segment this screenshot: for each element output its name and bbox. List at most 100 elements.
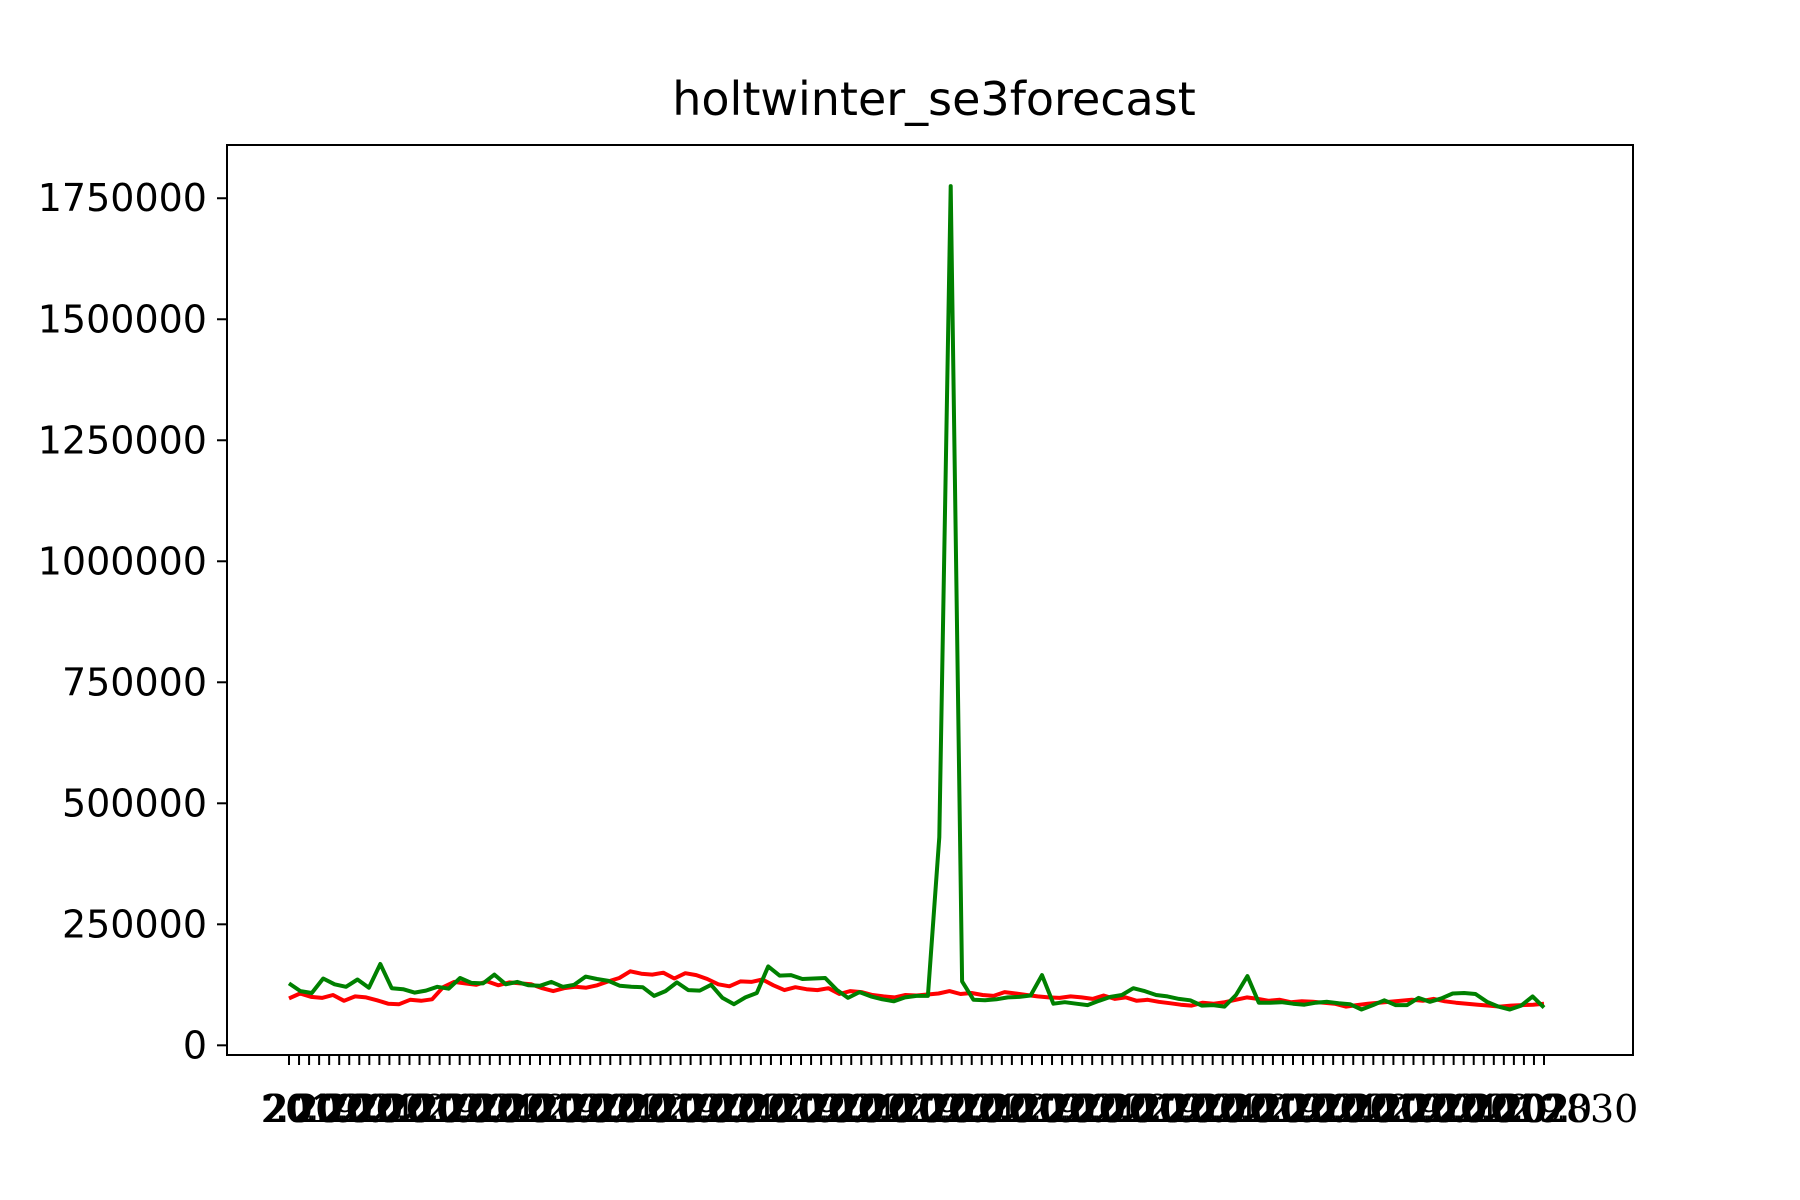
x-tick-label: 20 [988,1087,1036,1131]
x-tick-label: 20 [1018,1087,1066,1131]
y-tick-label: 750000 [62,660,207,704]
y-tick-label: 250000 [62,902,207,946]
x-tick-label: 2021 [441,1087,538,1131]
x-tick-label: 201 [986,1087,1059,1131]
x-tick-label: 202 [323,1087,396,1131]
x-tick-label: 20 [1259,1087,1307,1131]
x-tick-label: 202 [1076,1087,1149,1131]
x-tick-label: 2020 [532,1087,629,1131]
x-tick-label: 20 [566,1087,614,1131]
x-tick-label: 2021 [321,1087,418,1131]
x-tick-label: 20 [927,1087,975,1131]
x-tick-label: 20 [1319,1087,1367,1131]
x-tick-label: 202 [925,1087,998,1131]
x-tick-label: 20 [687,1087,735,1131]
x-tick-label: 2830 [1542,1087,1639,1131]
x-tick-label: 202 [474,1087,547,1131]
x-tick-label: 2021 [1285,1087,1382,1131]
y-tick-label: 500000 [62,781,207,825]
x-tick-label: 20 [385,1087,433,1131]
x-tick-label: 202 [413,1087,486,1131]
x-tick-label: 20 [1199,1087,1247,1131]
x-tick-label: 20 [1229,1087,1277,1131]
x-tick-label: 2020 [1255,1087,1352,1131]
x-tick-label: 2019 [502,1087,599,1131]
x-tick-label: 202 [1196,1087,1269,1131]
x-tick-label: 202 [1377,1087,1450,1131]
x-tick-label: 2019 [863,1087,960,1131]
x-tick-label: 2019 [1104,1087,1201,1131]
x-tick-labels: 2020120192020220202020220212020220222020… [261,1087,1639,1131]
x-tick-label: 2022 [1194,1087,1291,1131]
x-tick-label: 202 [1287,1087,1360,1131]
x-tick-label: 202 [1437,1087,1510,1131]
x-tick-label: 20 [295,1087,343,1131]
x-tick-label: 202 [775,1087,848,1131]
x-tick-label: 2022 [1315,1087,1412,1131]
x-tick-label: 2019 [1345,1087,1442,1131]
x-tick-label: 202 [534,1087,607,1131]
x-tick-label: 20 [626,1087,674,1131]
y-tick-label: 1250000 [38,418,207,462]
x-tick-label: 20 [958,1087,1006,1131]
x-tick-label: 2021 [1405,1087,1502,1131]
x-tick-label: 202 [835,1087,908,1131]
x-tick-label: 20 [777,1087,825,1131]
x-tick-label: 20 [325,1087,373,1131]
x-tick-label: 20 [355,1087,403,1131]
x-tick-label: 20 [1078,1087,1126,1131]
x-tick-label: 201 [745,1087,818,1131]
x-tick-label: 202 [715,1087,788,1131]
y-tick-label: 1500000 [38,297,207,341]
x-tick-label: 2020 [1496,1087,1593,1131]
x-tick-label: 20 [1409,1087,1457,1131]
x-tick-label: 201 [624,1087,697,1131]
x-tick-label: 2021 [803,1087,900,1131]
x-tick-label: 2019 [1466,1087,1563,1131]
x-tick-label: 2020 [411,1087,508,1131]
x-tick-label: 2020 [1134,1087,1231,1131]
x-tick-label: 2022 [1435,1087,1532,1131]
x-tick-label: 20 [1108,1087,1156,1131]
x-tick-label: 2020 [1014,1087,1111,1131]
x-tick-label: 202 [805,1087,878,1131]
x-tick-label: 20 [596,1087,644,1131]
x-tick-label: 2019 [381,1087,478,1131]
x-tick-label: 2021 [1044,1087,1141,1131]
y-tick-label: 1750000 [38,176,207,220]
x-tick-label: 20 [265,1087,313,1131]
x-tick-label: 201 [1106,1087,1179,1131]
x-tick-label: 20 [1379,1087,1427,1131]
x-tick-label: 2022 [953,1087,1050,1131]
x-tick-label: 201 [1347,1087,1420,1131]
x-tick-label: 2019 [261,1087,358,1131]
x-tick-label: 201 [504,1087,577,1131]
x-tick-label: 20 [1470,1087,1518,1131]
x-tick-label: 202 [1136,1087,1209,1131]
x-tick-label: 2022 [1074,1087,1171,1131]
x-tick-label: 2022 [833,1087,930,1131]
x-tick-label: 2021 [682,1087,779,1131]
series-line-green [287,184,1546,1012]
series-layer [287,184,1546,1012]
x-tick-label: 20 [1289,1087,1337,1131]
plot-frame [226,144,1634,1056]
x-tick-label: 202 [1016,1087,1089,1131]
x-tick-label: 20 [747,1087,795,1131]
x-tick-label: 2022 [472,1087,569,1131]
chart-title: holtwinter_se3forecast [672,72,1195,126]
x-tick-label: 202 [1166,1087,1239,1131]
x-tick-label: 2020 [652,1087,749,1131]
x-tick-label: 2022 [351,1087,448,1131]
x-tick-label: 202 [895,1087,968,1131]
x-tick-label: 20 [1168,1087,1216,1131]
x-tick-label: 20 [807,1087,855,1131]
x-tick-label: 202 [1407,1087,1480,1131]
x-tick-label: 201 [865,1087,938,1131]
x-tick-label: 202 [1257,1087,1330,1131]
x-tick-label: 2022 [713,1087,810,1131]
x-tick-label: 202 [293,1087,366,1131]
x-tick-label: 202 [654,1087,727,1131]
x-tick-label: 20 [1048,1087,1096,1131]
